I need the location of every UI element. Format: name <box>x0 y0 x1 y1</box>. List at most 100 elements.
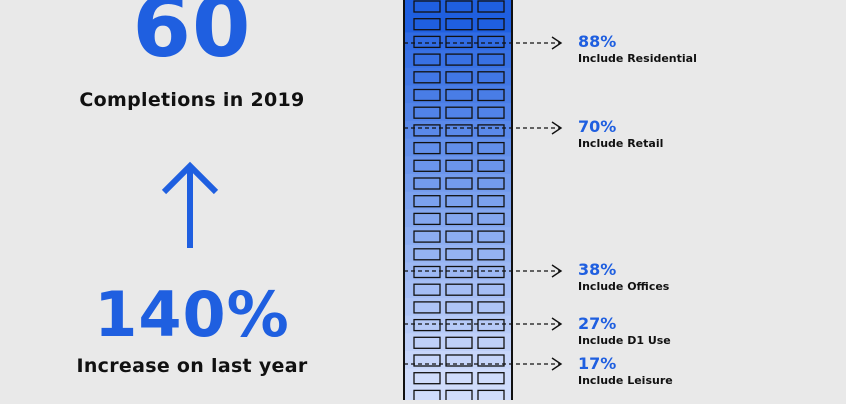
arrow-right-icon <box>551 357 563 371</box>
stat-retail: 70% Include Retail <box>578 118 663 151</box>
stat-offices: 38% Include Offices <box>578 261 669 294</box>
building-window <box>445 265 473 279</box>
increase-label: Increase on last year <box>76 355 308 377</box>
building-window <box>413 53 441 66</box>
building-floor <box>405 315 511 335</box>
building-floor <box>405 227 511 246</box>
building-window <box>477 88 505 102</box>
building-floor <box>405 50 511 69</box>
building-window <box>445 0 473 13</box>
arrow-right-icon <box>551 36 563 50</box>
stat-label: Include D1 Use <box>578 334 671 347</box>
building-window <box>413 318 441 332</box>
building-window <box>477 18 505 31</box>
building-floor <box>405 262 511 282</box>
building-window <box>477 106 505 119</box>
increase-value: 140% <box>94 278 290 351</box>
building-window <box>413 336 441 349</box>
building-window <box>477 177 505 190</box>
building-window <box>445 106 473 119</box>
building-window <box>445 141 473 155</box>
building-window <box>477 159 505 172</box>
building-window <box>413 283 441 296</box>
building-window <box>477 283 505 296</box>
building-window <box>413 177 441 190</box>
completions-label: Completions in 2019 <box>79 89 305 111</box>
building-floor <box>405 85 511 105</box>
arrow-right-icon <box>551 121 563 135</box>
building-window <box>445 230 473 243</box>
building-floor <box>405 156 511 175</box>
building-window <box>477 301 505 314</box>
building-floor <box>405 174 511 193</box>
building-floor <box>405 209 511 229</box>
arrow-right-icon <box>551 264 563 278</box>
building-window <box>477 372 505 385</box>
building-window <box>477 354 505 367</box>
building-window <box>445 159 473 172</box>
building-window <box>477 0 505 13</box>
building-window <box>413 372 441 385</box>
building-window <box>445 212 473 226</box>
building-floor <box>405 0 511 16</box>
building-window <box>477 53 505 66</box>
building-window <box>413 71 441 84</box>
building-window <box>477 212 505 226</box>
stat-percent: 38% <box>578 260 617 279</box>
building-window <box>413 265 441 279</box>
building-floor <box>405 138 511 158</box>
building-floor <box>405 244 511 264</box>
building-floor <box>405 103 511 122</box>
building-window <box>477 71 505 84</box>
building-window <box>445 177 473 190</box>
stat-percent: 27% <box>578 314 617 333</box>
building-window <box>445 195 473 208</box>
building-window <box>445 336 473 349</box>
building-window <box>413 159 441 172</box>
building-svg <box>403 0 513 404</box>
building-window <box>477 141 505 155</box>
building-window <box>445 124 473 137</box>
building-floor <box>405 67 511 87</box>
building-floor <box>405 191 511 211</box>
building-window <box>477 248 505 261</box>
building-window <box>413 141 441 155</box>
building-window <box>445 71 473 84</box>
stat-d1-use: 27% Include D1 Use <box>578 315 671 348</box>
building-floor <box>405 14 511 34</box>
building-window <box>413 0 441 13</box>
building-window <box>413 212 441 226</box>
stat-percent: 17% <box>578 354 617 373</box>
arrow-right-icon <box>551 317 563 331</box>
building-graphic <box>400 0 516 404</box>
building-window <box>477 124 505 137</box>
building-window <box>477 336 505 349</box>
building-window <box>477 265 505 279</box>
building-window <box>413 354 441 367</box>
stat-leisure: 17% Include Leisure <box>578 355 673 388</box>
building-window <box>413 124 441 137</box>
building-floor <box>405 280 511 299</box>
stat-percent: 70% <box>578 117 617 136</box>
building-floor <box>405 297 511 317</box>
stat-label: Include Offices <box>578 280 670 293</box>
building-window <box>445 354 473 367</box>
building-floor <box>405 120 511 140</box>
building-window <box>413 106 441 119</box>
building-window <box>445 53 473 66</box>
building-window <box>445 283 473 296</box>
stat-label: Include Retail <box>578 137 664 150</box>
building-window <box>445 318 473 332</box>
building-window <box>413 88 441 102</box>
building-window <box>445 301 473 314</box>
building-floor <box>405 368 511 388</box>
building-floor <box>405 32 511 52</box>
building-window <box>445 372 473 385</box>
building-window <box>477 230 505 243</box>
stat-percent: 88% <box>578 32 617 51</box>
building-window <box>445 35 473 49</box>
stat-residential: 88% Include Residential <box>578 33 697 66</box>
building-floor <box>405 333 511 352</box>
building-window <box>477 318 505 332</box>
arrow-up-icon <box>161 161 219 248</box>
